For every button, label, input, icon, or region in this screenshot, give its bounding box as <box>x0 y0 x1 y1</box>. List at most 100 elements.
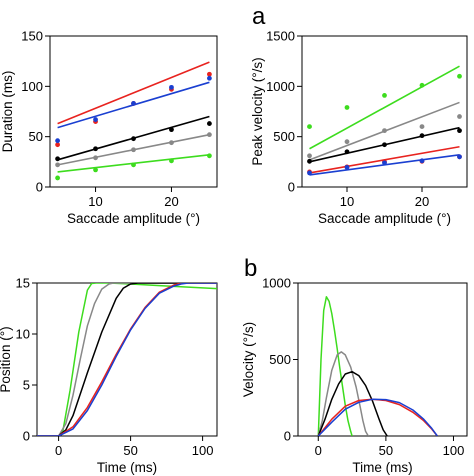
x-tick-label: 100 <box>443 443 465 458</box>
data-point-blue <box>169 84 174 90</box>
data-point-blue <box>55 138 60 144</box>
y-axis-label: Duration (ms) <box>0 71 15 153</box>
data-point-black <box>382 142 387 148</box>
y-tick-label: 15 <box>16 276 30 291</box>
data-point-black <box>344 149 350 155</box>
curve-red <box>37 283 217 436</box>
data-point-black <box>207 121 212 126</box>
plot-frame <box>301 35 468 188</box>
data-point-blue <box>419 158 425 164</box>
x-axis-label: Time (ms) <box>97 460 157 475</box>
data-point-blue <box>131 101 136 106</box>
data-point-gray <box>419 124 425 129</box>
y-tick-label: 0 <box>284 429 291 444</box>
y-tick-label: 500 <box>269 352 291 367</box>
data-point-gray <box>457 114 462 119</box>
curve-green <box>317 296 353 436</box>
data-point-black <box>307 158 312 164</box>
data-point-black <box>169 127 174 133</box>
x-tick-label: 0 <box>315 443 322 458</box>
position-chart: 0 50 100 0 5 10 15 Time (ms) Position (°) <box>0 276 218 475</box>
y-tick-label: 500 <box>273 129 295 144</box>
y-tick-label: 1000 <box>262 276 291 291</box>
data-point-black <box>457 128 462 134</box>
curve-blue <box>37 283 217 436</box>
x-tick-label: 20 <box>164 194 178 209</box>
data-point-gray <box>344 139 350 145</box>
data-point-gray <box>93 155 98 161</box>
data-point-black <box>55 156 60 162</box>
plot-area <box>37 283 217 436</box>
y-tick-label: 50 <box>29 129 43 144</box>
curve-red <box>317 398 438 436</box>
x-axis-label: Saccade amplitude (°) <box>318 211 451 226</box>
x-tick-label: 50 <box>123 443 137 458</box>
y-tick-label: 100 <box>21 79 43 94</box>
curve-gray <box>37 283 217 436</box>
x-tick-label: 50 <box>379 443 393 458</box>
y-tick-label: 1500 <box>266 29 295 44</box>
data-point-black <box>419 133 425 139</box>
data-point-blue <box>382 160 387 166</box>
x-axis-label: Saccade amplitude (°) <box>67 211 200 226</box>
data-point-green <box>169 158 174 164</box>
y-tick-label: 0 <box>288 180 295 195</box>
panel-label-a: a <box>252 3 266 30</box>
data-point-gray <box>307 153 312 159</box>
data-point-red <box>55 142 60 148</box>
y-tick-label: 0 <box>23 429 30 444</box>
data-point-gray <box>169 140 174 146</box>
data-point-green <box>207 153 212 159</box>
y-axis-label: Velocity (°/s) <box>241 322 256 397</box>
y-tick-label: 5 <box>23 378 30 393</box>
plot-area <box>317 296 438 436</box>
y-tick-label: 0 <box>36 180 43 195</box>
x-tick-label: 0 <box>55 443 62 458</box>
data-point-blue <box>93 117 98 122</box>
data-point-gray <box>55 162 60 168</box>
data-point-green <box>344 105 350 110</box>
data-point-black <box>131 136 136 142</box>
data-point-green <box>131 162 136 168</box>
data-point-green <box>457 73 462 79</box>
data-point-blue <box>207 75 212 81</box>
data-point-red <box>207 71 212 77</box>
x-tick-label: 100 <box>192 443 214 458</box>
panel-label-b: b <box>244 255 257 282</box>
plot-frame <box>36 282 218 437</box>
data-point-gray <box>382 128 387 134</box>
curve-gray <box>317 351 369 436</box>
x-tick-label: 10 <box>88 194 102 209</box>
y-tick-label: 10 <box>16 327 30 342</box>
data-point-blue <box>457 154 462 160</box>
plot-frame <box>49 35 218 188</box>
data-point-gray <box>131 147 136 153</box>
data-point-green <box>93 167 98 173</box>
data-point-gray <box>207 132 212 138</box>
x-axis-label: Time (ms) <box>352 460 412 475</box>
data-point-green <box>382 92 387 98</box>
duration-chart: 10 20 0 50 100 150 Saccade amplitude (°) Durati… <box>0 29 218 226</box>
curve-green <box>37 283 217 436</box>
fit-line-red <box>57 61 210 125</box>
fit-line-green <box>309 65 460 150</box>
peak-velocity-chart: 10 20 0 500 1000 1500 Saccade amplitude (°) Pea… <box>250 29 468 226</box>
data-point-blue <box>307 170 312 176</box>
data-point-green <box>55 175 60 181</box>
data-point-green <box>307 124 312 129</box>
data-point-green <box>419 82 425 88</box>
x-tick-label: 20 <box>415 194 429 209</box>
y-axis-label: Position (°) <box>0 326 13 392</box>
y-tick-label: 150 <box>21 29 43 44</box>
y-tick-label: 1000 <box>266 79 295 94</box>
curve-black <box>317 370 388 436</box>
data-point-blue <box>344 164 350 170</box>
plot-area <box>57 61 210 173</box>
plot-area <box>309 65 460 176</box>
curve-blue <box>317 398 438 436</box>
x-tick-label: 10 <box>340 194 354 209</box>
data-point-black <box>93 146 98 152</box>
curve-black <box>37 283 217 436</box>
